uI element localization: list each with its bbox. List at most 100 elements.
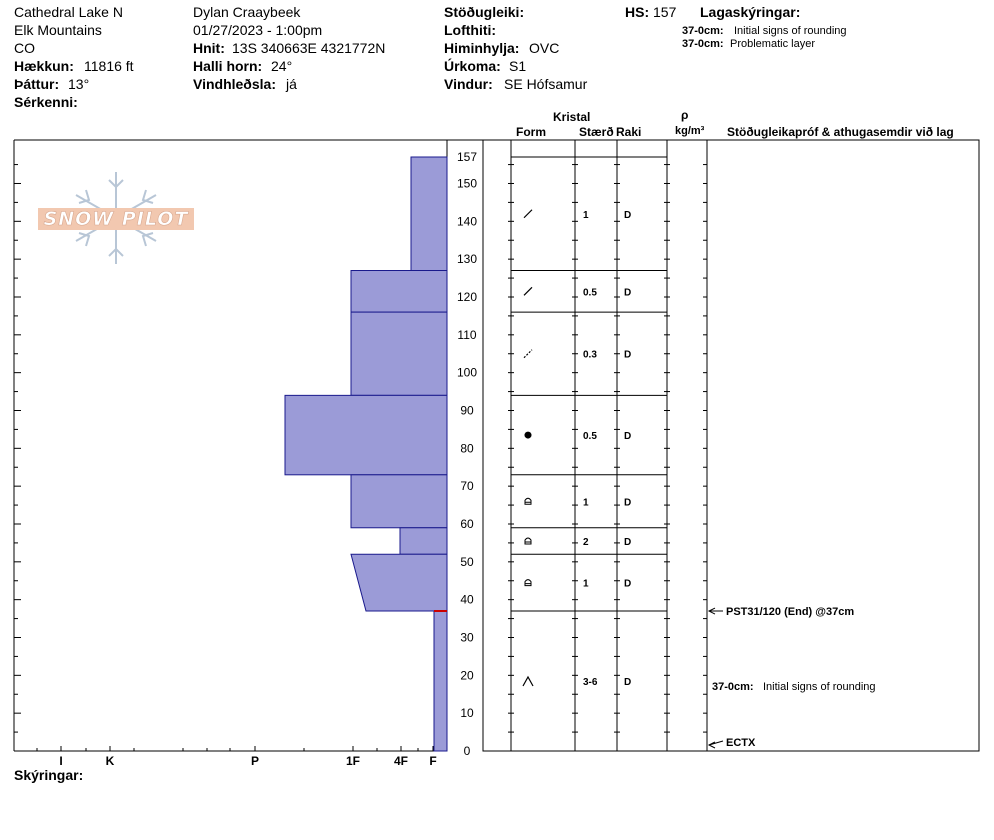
air-temp-label: Lofthiti: bbox=[444, 22, 497, 38]
depth-tick-label: 60 bbox=[460, 517, 474, 531]
depth-tick-label: 0 bbox=[464, 744, 471, 758]
features-label: Sérkenni: bbox=[14, 94, 78, 110]
density-symbol: ρ bbox=[681, 108, 689, 122]
layer-moisture: D bbox=[624, 677, 631, 688]
form-header: Form bbox=[516, 125, 546, 139]
sky-label: Himinhylja: bbox=[444, 40, 520, 56]
logo-text: SNOW PILOT bbox=[38, 208, 194, 230]
snowpilot-logo: SNOW PILOT bbox=[38, 168, 194, 268]
table-frame bbox=[482, 139, 980, 752]
hardness-tick-label: P bbox=[251, 754, 259, 768]
hardness-tick-label: K bbox=[106, 754, 115, 768]
elevation-value: 11816 ft bbox=[84, 58, 134, 74]
layer-moisture: D bbox=[624, 579, 631, 590]
faceted-rounded-icon bbox=[524, 579, 532, 587]
hardness-bar bbox=[350, 553, 448, 612]
layer-size: 0.3 bbox=[583, 350, 597, 361]
layer-moisture: D bbox=[624, 431, 631, 442]
aspect-label: Þáttur: bbox=[14, 76, 60, 92]
depth-tick-label: 40 bbox=[460, 593, 474, 607]
depth-tick-label: 120 bbox=[457, 290, 477, 304]
coords-label: Hnit: bbox=[193, 40, 225, 56]
depth-hoar-icon bbox=[522, 675, 534, 687]
hardness-tick-label: 4F bbox=[394, 754, 408, 768]
layer-size: 0.5 bbox=[583, 431, 597, 442]
comments-label: Skýringar: bbox=[14, 767, 84, 783]
coords-value: 13S 340663E 4321772N bbox=[232, 40, 386, 56]
depth-tick-label: 30 bbox=[460, 630, 474, 644]
layer-notes-title: Lagaskýringar: bbox=[700, 4, 801, 20]
observer: Dylan Craaybeek bbox=[193, 4, 301, 20]
depth-tick-label: 50 bbox=[460, 555, 474, 569]
layer-note-text: Initial signs of rounding bbox=[734, 25, 847, 37]
elevation-label: Hækkun: bbox=[14, 58, 74, 74]
test-result: ECTX bbox=[726, 737, 756, 749]
depth-tick-label: 10 bbox=[460, 706, 474, 720]
density-unit: kg/m³ bbox=[675, 125, 705, 137]
layer-moisture: D bbox=[624, 497, 631, 508]
layer-size: 2 bbox=[583, 537, 589, 548]
hardness-tick-label: 1F bbox=[346, 754, 360, 768]
faceted-rounded-icon bbox=[524, 537, 532, 545]
layer-size: 1 bbox=[583, 210, 589, 221]
layer-moisture: D bbox=[624, 537, 631, 548]
crystal-header: Kristal bbox=[553, 110, 591, 124]
depth-tick-label: 90 bbox=[460, 403, 474, 417]
decomposing-icon bbox=[523, 209, 533, 219]
location: Cathedral Lake N bbox=[14, 4, 123, 20]
hardness-tick-label: I bbox=[59, 754, 62, 768]
hardness-bar bbox=[433, 610, 448, 752]
depth-tick-label: 100 bbox=[457, 366, 477, 380]
depth-tick-label: 80 bbox=[460, 441, 474, 455]
hardness-bar bbox=[410, 156, 448, 272]
side-note-range: 37-0cm: bbox=[712, 681, 754, 693]
stability-label: Stöðugleiki: bbox=[444, 4, 525, 20]
mountain-range: Elk Mountains bbox=[14, 22, 102, 38]
depth-tick-label: 157 bbox=[457, 150, 477, 164]
test-arrowhead bbox=[707, 741, 716, 749]
test-result: PST31/120 (End) @37cm bbox=[726, 606, 855, 618]
state: CO bbox=[14, 40, 35, 56]
precip-value: S1 bbox=[509, 58, 527, 74]
slope-value: 24° bbox=[271, 58, 293, 74]
layer-note-range: 37-0cm: bbox=[682, 25, 724, 37]
layer-moisture: D bbox=[624, 350, 631, 361]
wind-loading-label: Vindhleðsla: bbox=[193, 76, 276, 92]
hs-value: 157 bbox=[653, 4, 677, 20]
layer-moisture: D bbox=[624, 287, 631, 298]
wind-label: Vindur: bbox=[444, 76, 493, 92]
wind-value: SE Hófsamur bbox=[504, 76, 588, 92]
moisture-header: Raki bbox=[616, 125, 642, 139]
depth-tick-label: 20 bbox=[460, 668, 474, 682]
rounded-grain-icon bbox=[524, 431, 532, 439]
wind-loading-value: já bbox=[286, 76, 297, 92]
aspect-value: 13° bbox=[68, 76, 90, 92]
sky-value: OVC bbox=[529, 40, 560, 56]
layer-size: 3-6 bbox=[583, 677, 598, 688]
test-arrowhead bbox=[707, 607, 716, 615]
hardness-tick-label: F bbox=[429, 754, 436, 768]
layer-size: 0.5 bbox=[583, 287, 597, 298]
hardness-bar bbox=[350, 311, 448, 396]
tests-header: Stöðugleikapróf & athugasemdir við lag bbox=[727, 125, 954, 139]
faceted-rounded-icon bbox=[524, 497, 532, 505]
depth-tick-label: 140 bbox=[457, 214, 477, 228]
decomposing-rounded-icon bbox=[523, 349, 533, 359]
datetime: 01/27/2023 - 1:00pm bbox=[193, 22, 323, 38]
precip-label: Úrkoma: bbox=[444, 58, 501, 74]
size-header: Stærð bbox=[579, 125, 614, 139]
layer-note-text: Problematic layer bbox=[730, 38, 815, 50]
depth-tick-label: 70 bbox=[460, 479, 474, 493]
depth-tick-label: 130 bbox=[457, 252, 477, 266]
hs-label: HS: bbox=[625, 4, 650, 20]
hardness-bar bbox=[350, 474, 448, 529]
layer-note-range: 37-0cm: bbox=[682, 38, 724, 50]
layer-size: 1 bbox=[583, 497, 589, 508]
depth-tick-label: 150 bbox=[457, 176, 477, 190]
hardness-bar bbox=[350, 270, 448, 313]
hardness-bar bbox=[399, 527, 448, 555]
depth-tick-label: 110 bbox=[457, 328, 476, 342]
slope-label: Halli horn: bbox=[193, 58, 263, 74]
side-note-text: Initial signs of rounding bbox=[763, 681, 876, 693]
